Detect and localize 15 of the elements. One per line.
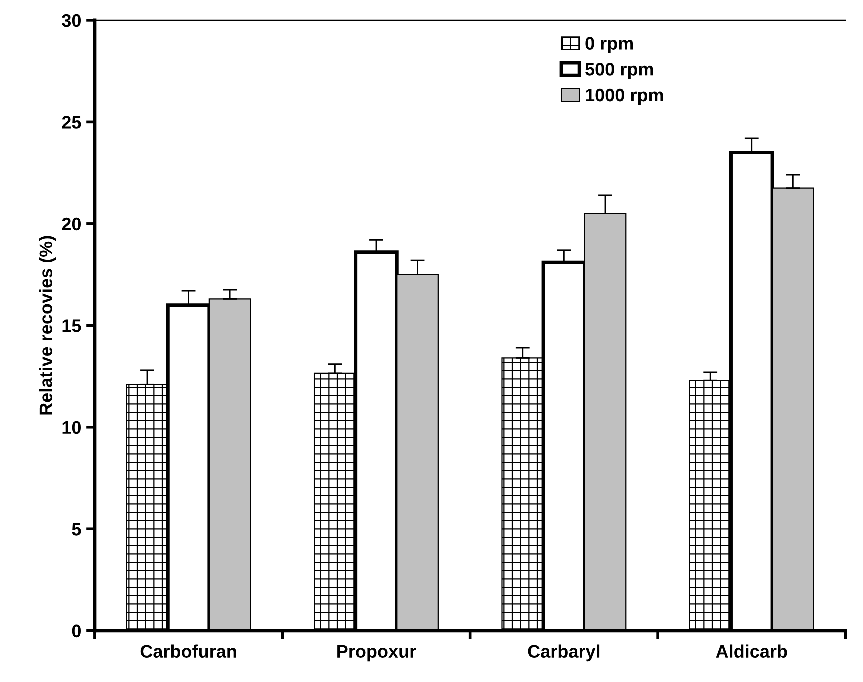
y-tick-label: 20 xyxy=(62,218,81,231)
legend-label: 1000 rpm xyxy=(586,88,664,106)
x-tick-label: Propoxur xyxy=(338,645,416,662)
y-tick-label: 30 xyxy=(62,14,81,28)
x-tick-label: Carbaryl xyxy=(528,644,600,662)
x-tick-label: Carbofuran xyxy=(140,644,236,658)
legend-label: 0 rpm xyxy=(586,37,634,54)
y-tick-label: 15 xyxy=(62,320,82,332)
y-tick-label: 25 xyxy=(62,116,82,129)
legend-label: 500 rpm xyxy=(586,63,654,80)
y-axis-title: Relative recovies (%) xyxy=(39,236,56,415)
y-tick-label: 10 xyxy=(62,421,81,434)
y-tick-label: 5 xyxy=(72,523,82,536)
y-tick-label: 0 xyxy=(72,624,81,638)
x-tick-label: Aldicarb xyxy=(716,644,788,658)
